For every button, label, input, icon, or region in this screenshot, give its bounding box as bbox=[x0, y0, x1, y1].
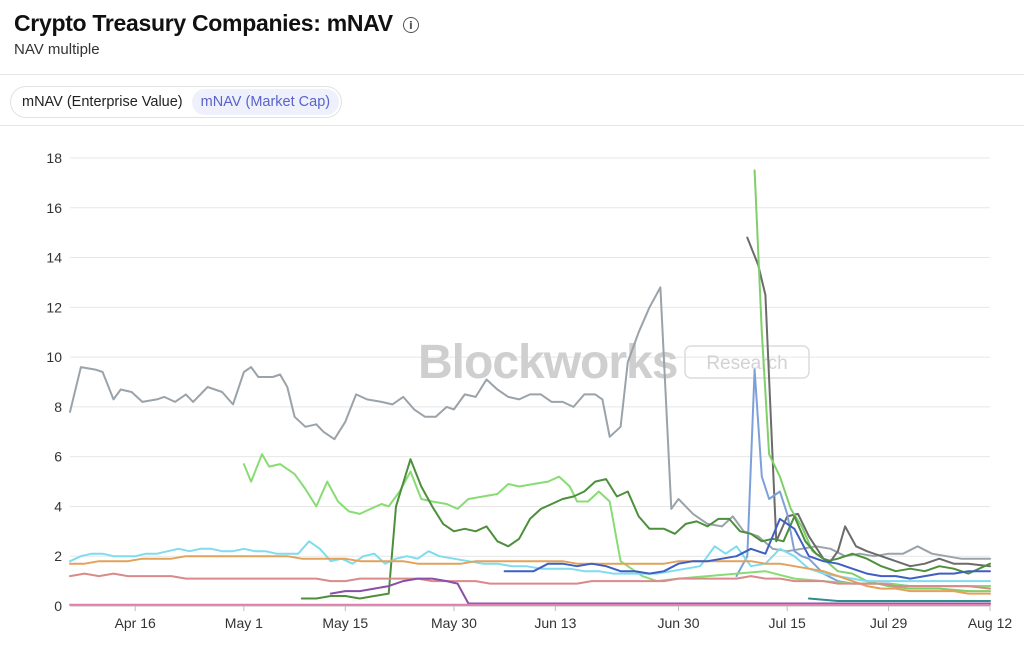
chart-header: Crypto Treasury Companies: mNAV i NAV mu… bbox=[14, 10, 1024, 58]
x-tick-label: Jul 29 bbox=[870, 615, 908, 631]
series-lines bbox=[69, 169, 991, 606]
watermark-sub: Research bbox=[706, 353, 787, 374]
y-tick-label: 14 bbox=[46, 250, 62, 266]
toggle-enterprise-value[interactable]: mNAV (Enterprise Value) bbox=[22, 94, 183, 110]
watermark-badge bbox=[684, 345, 810, 379]
header-divider bbox=[0, 74, 1024, 75]
x-tick-label: Apr 16 bbox=[115, 615, 156, 631]
x-tick-label: Aug 12 bbox=[968, 615, 1013, 631]
series-line-8[interactable] bbox=[69, 555, 991, 595]
x-tick-label: Jun 13 bbox=[534, 615, 576, 631]
info-icon[interactable]: i bbox=[402, 17, 419, 33]
metric-toggle-group: mNAV (Enterprise Value) mNAV (Market Cap… bbox=[10, 86, 343, 118]
watermark-logo: Blockworks bbox=[418, 336, 677, 389]
series-line-7[interactable] bbox=[69, 540, 991, 583]
page-subtitle: NAV multiple bbox=[14, 41, 100, 58]
mnav-line-chart: Blockworks Research 0 2 4 6 8 10 12 14 16 18 Apr … bbox=[46, 150, 1013, 631]
x-tick-label: May 15 bbox=[322, 615, 368, 631]
y-tick-label: 16 bbox=[46, 200, 62, 216]
series-line-10[interactable] bbox=[329, 577, 991, 605]
toolbar-divider bbox=[0, 125, 1024, 126]
y-axis-ticks: 0 2 4 6 8 10 12 14 16 18 bbox=[46, 150, 62, 614]
y-tick-label: 12 bbox=[46, 299, 62, 315]
x-tick-label: May 30 bbox=[431, 615, 477, 631]
x-tick-label: Jul 15 bbox=[768, 615, 806, 631]
watermark: Blockworks Research bbox=[418, 336, 810, 389]
series-line-9[interactable] bbox=[69, 572, 991, 590]
series-line-12[interactable] bbox=[807, 597, 991, 602]
y-tick-label: 0 bbox=[54, 598, 62, 614]
y-tick-label: 4 bbox=[54, 498, 62, 514]
y-tick-label: 8 bbox=[54, 399, 62, 415]
series-line-11[interactable] bbox=[503, 517, 991, 580]
series-line-2[interactable] bbox=[746, 236, 991, 568]
series-line-5[interactable] bbox=[242, 453, 991, 588]
toggle-market-cap[interactable]: mNAV (Market Cap) bbox=[191, 89, 340, 115]
series-line-6[interactable] bbox=[300, 458, 991, 600]
y-tick-label: 10 bbox=[46, 349, 62, 365]
x-tick-label: Jun 30 bbox=[657, 615, 699, 631]
y-tick-label: 18 bbox=[46, 150, 62, 166]
x-axis-ticks: Apr 16 May 1 May 15 May 30 Jun 13 Jun 30 Jul 1… bbox=[115, 606, 1013, 631]
page-title: Crypto Treasury Companies: mNAV bbox=[14, 10, 393, 36]
y-tick-label: 6 bbox=[54, 449, 62, 465]
y-tick-label: 2 bbox=[54, 548, 62, 564]
x-tick-label: May 1 bbox=[225, 615, 263, 631]
series-line-3[interactable] bbox=[753, 169, 991, 593]
